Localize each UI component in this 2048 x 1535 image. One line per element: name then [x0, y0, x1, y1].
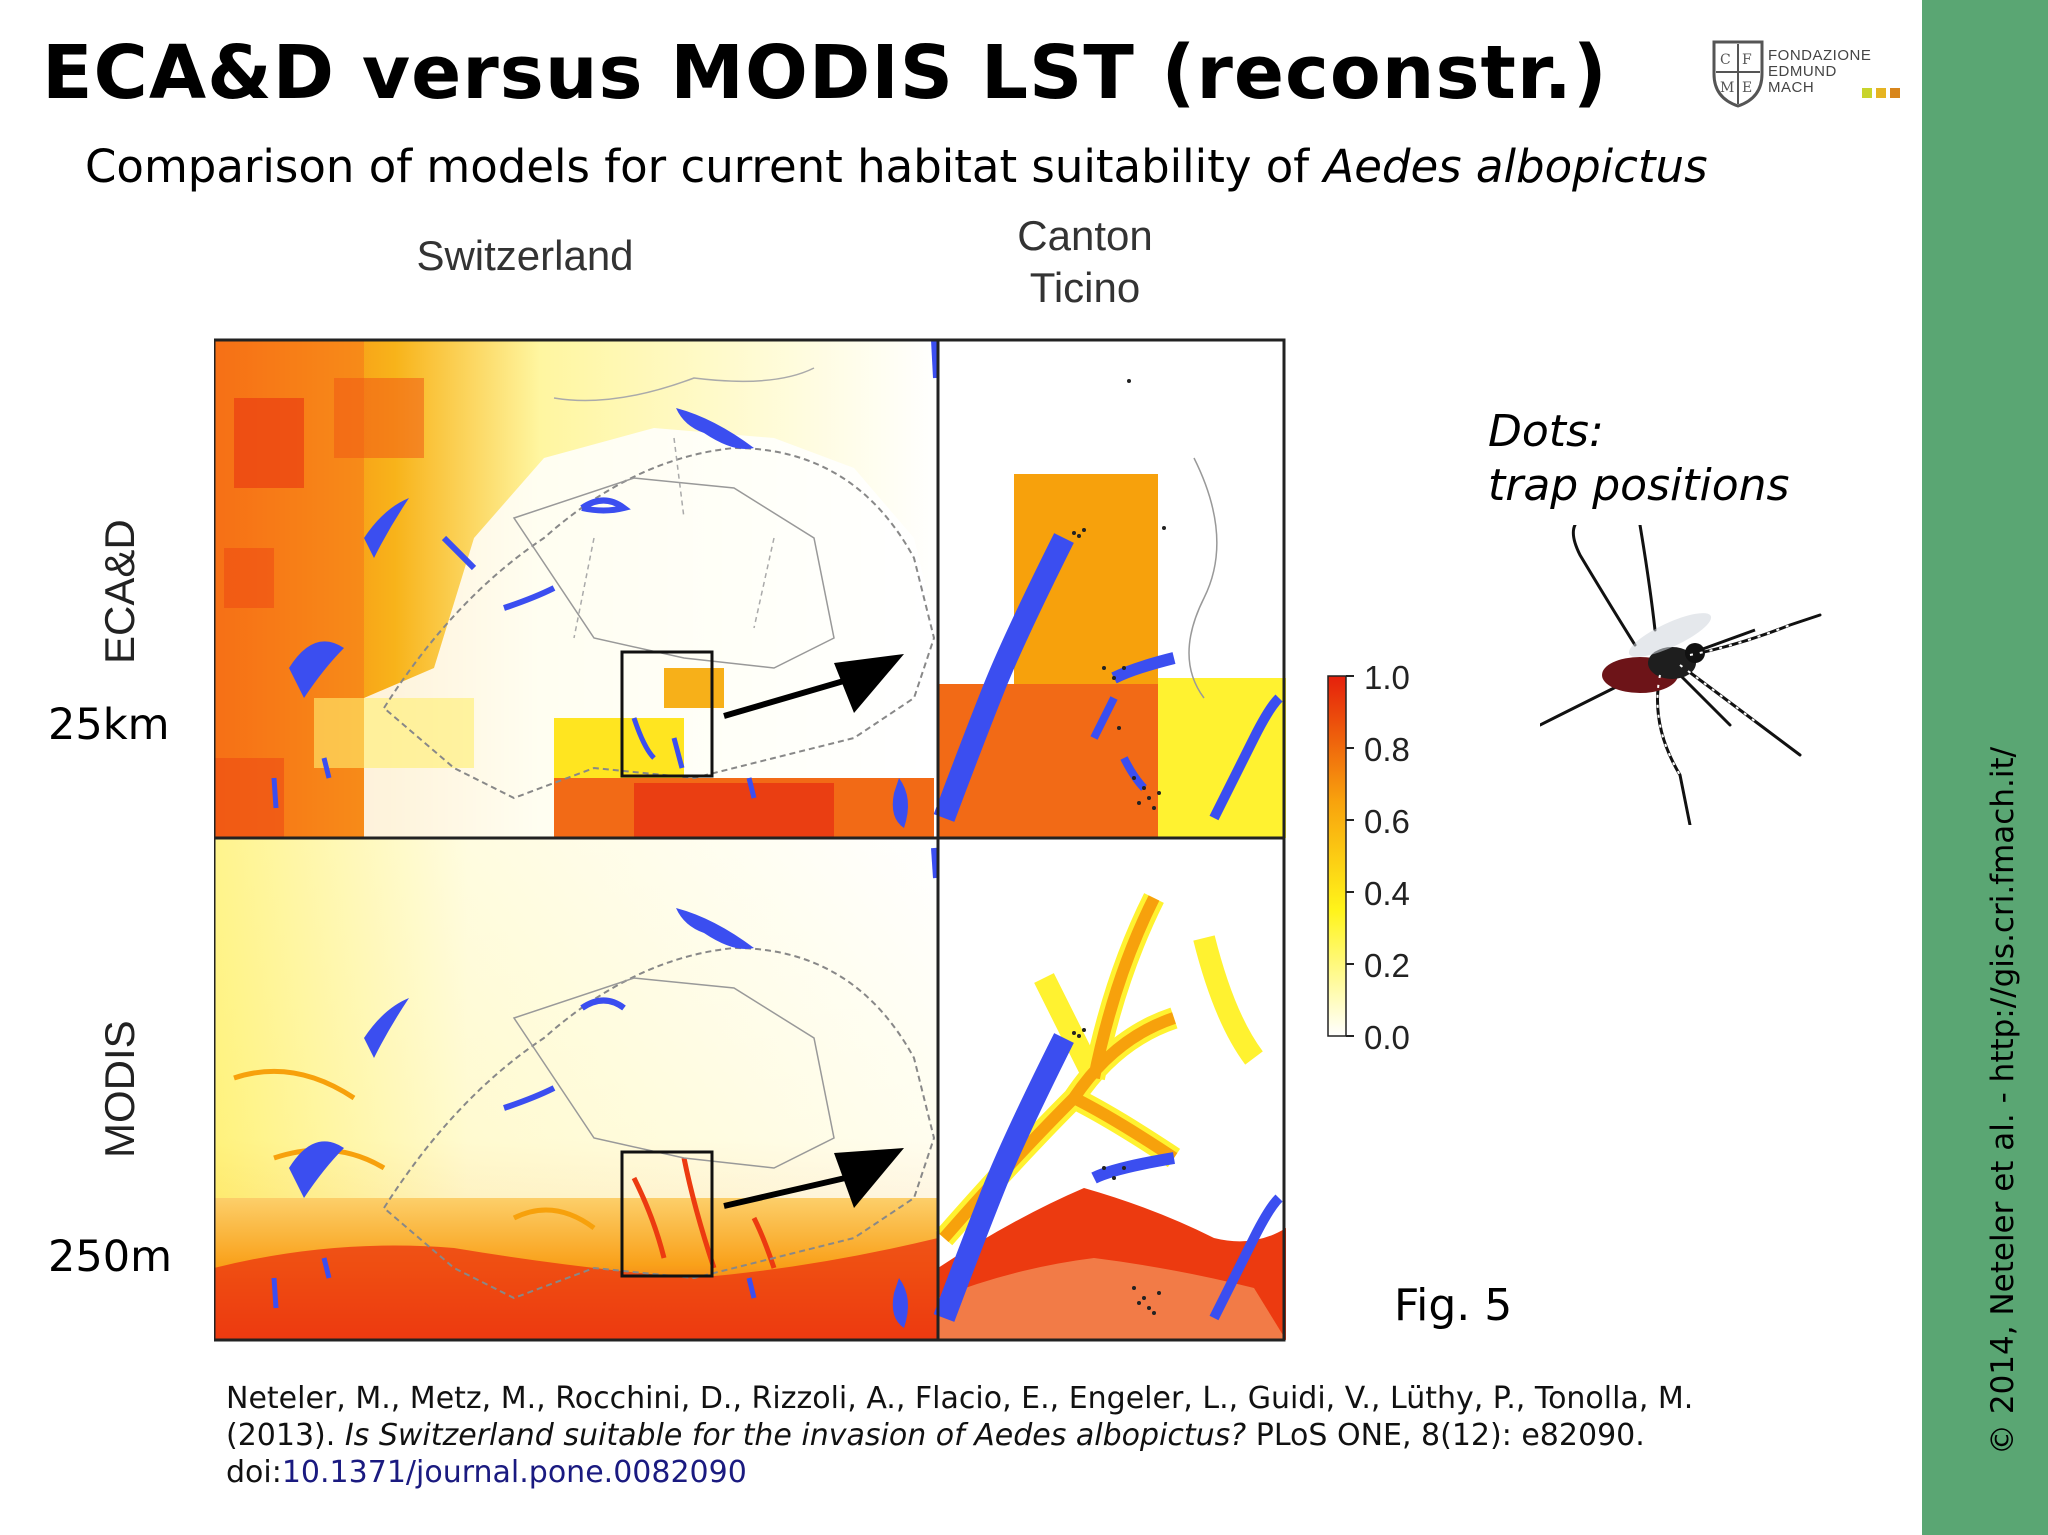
sidebar-band	[1922, 0, 2048, 1535]
svg-text:F: F	[1742, 52, 1752, 68]
resolution-250m: 250m	[48, 1232, 172, 1282]
modis-switzerland-map	[214, 838, 939, 1340]
column-label-ticino: Canton Ticino	[1017, 212, 1153, 311]
habitat-suitability-maps	[214, 338, 1286, 1342]
modis-ticino-map	[933, 838, 1286, 1340]
citation-article-title: Is Switzerland suitable for the invasion…	[344, 1418, 1247, 1453]
svg-text:E: E	[1742, 80, 1752, 96]
slide-title: ECA&D versus MODIS LST (reconstr.)	[42, 30, 1608, 116]
legend-tick-1: 1.0	[1364, 660, 1410, 696]
legend-tick-3: 0.6	[1364, 803, 1410, 840]
citation: Neteler, M., Metz, M., Rocchini, D., Riz…	[226, 1380, 1806, 1491]
subtitle-text: Comparison of models for current habitat…	[85, 140, 1324, 193]
legend-tick-6: 0.0	[1364, 1019, 1410, 1056]
suitability-color-legend: 1.0 0.8 0.6 0.4 0.2 0.0	[1327, 660, 1410, 1056]
subtitle-species: Aedes albopictus	[1323, 140, 1708, 193]
copyright-notice: © 2014, Neteler et al. - http://gis.cri.…	[1985, 746, 2021, 1455]
citation-authors: Neteler, M., Metz, M., Rocchini, D., Riz…	[226, 1381, 1694, 1416]
row-label-modis: MODIS	[96, 1020, 143, 1158]
logo-squares-icon	[1862, 88, 1900, 98]
ecad-switzerland-map	[214, 339, 939, 838]
logo-text: FONDAZIONE EDMUND MACH	[1768, 47, 1872, 96]
svg-text:C: C	[1720, 52, 1731, 68]
legend-tick-4: 0.4	[1364, 875, 1410, 912]
mosquito-icon	[1540, 525, 1822, 825]
logo-shield-icon: C F M E	[1712, 40, 1764, 108]
citation-title-line: (2013). Is Switzerland suitable for the …	[226, 1418, 1645, 1453]
citation-doi-line: doi:10.1371/journal.pone.0082090	[226, 1455, 747, 1490]
ecad-ticino-map	[933, 340, 1286, 838]
column-label-switzerland: Switzerland	[416, 232, 634, 279]
doi-link[interactable]: 10.1371/journal.pone.0082090	[281, 1455, 747, 1490]
legend-tick-5: 0.2	[1364, 947, 1410, 984]
slide-subtitle: Comparison of models for current habitat…	[85, 140, 1708, 193]
svg-text:M: M	[1720, 80, 1734, 96]
row-label-ecad: ECA&D	[96, 519, 143, 664]
legend-tick-2: 0.8	[1364, 731, 1410, 768]
fem-logo: C F M E FONDAZIONE EDMUND MACH	[1710, 38, 1910, 114]
figure-number: Fig. 5	[1394, 1280, 1513, 1331]
dots-note: Dots: trap positions	[1488, 406, 1790, 511]
resolution-25km: 25km	[48, 700, 170, 750]
